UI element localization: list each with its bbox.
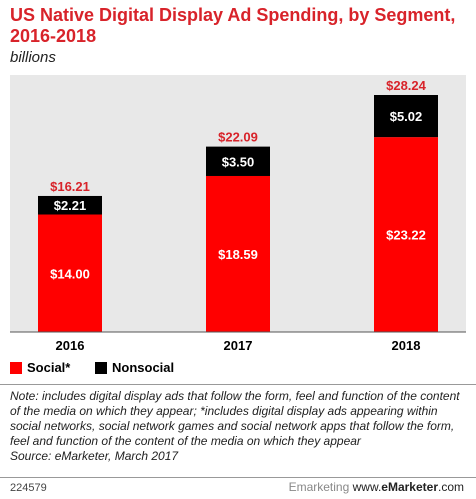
- legend-item-nonsocial: Nonsocial: [95, 360, 174, 375]
- chart-id: 224579: [10, 482, 47, 494]
- chart-title: US Native Digital Display Ad Spending, b…: [10, 5, 456, 46]
- chart-note: Note: includes digital display ads that …: [10, 389, 460, 448]
- data-label-total-2017: $22.09: [218, 130, 258, 145]
- chart-subtitle: billions: [10, 49, 56, 66]
- bar-social-2018: [374, 137, 438, 332]
- bar-nonsocial-2016: [38, 195, 102, 215]
- data-label-social-2017: $18.59: [218, 247, 258, 262]
- data-label-nonsocial-2017: $3.50: [222, 154, 255, 169]
- legend-item-social: Social*: [10, 360, 70, 375]
- legend-label-social: Social*: [27, 360, 71, 375]
- notes-block: Note: includes digital display ads that …: [10, 389, 468, 464]
- bar-social-2016: [38, 214, 102, 332]
- bar-nonsocial-2017: [206, 146, 270, 176]
- bar-social-2017: [206, 175, 270, 332]
- site-prefix: www.: [352, 480, 382, 494]
- site-suffix: .com: [437, 480, 464, 494]
- data-label-total-2016: $16.21: [50, 179, 90, 194]
- x-tick-label-2016: 2016: [56, 338, 85, 353]
- footer-divider: [0, 477, 476, 478]
- legend-label-nonsocial: Nonsocial: [112, 360, 175, 375]
- brand-footer: Emarketing www.eMarketer.com: [289, 480, 464, 494]
- data-label-nonsocial-2016: $2.21: [54, 198, 87, 213]
- data-label-social-2018: $23.22: [386, 228, 426, 243]
- watermark: Emarketing: [288, 480, 350, 494]
- legend-swatch-nonsocial: [95, 361, 107, 374]
- bar-nonsocial-2018: [374, 95, 438, 138]
- x-tick-label-2017: 2017: [224, 338, 253, 353]
- data-label-total-2018: $28.24: [386, 78, 427, 93]
- site-brand: eMarketer: [381, 480, 438, 494]
- chart-source: Source: eMarketer, March 2017: [10, 449, 179, 463]
- data-label-nonsocial-2018: $5.02: [390, 109, 423, 124]
- notes-divider: [0, 384, 476, 385]
- data-label-social-2016: $14.00: [50, 266, 90, 281]
- legend-swatch-social: [10, 361, 22, 374]
- x-tick-label-2018: 2018: [392, 338, 421, 353]
